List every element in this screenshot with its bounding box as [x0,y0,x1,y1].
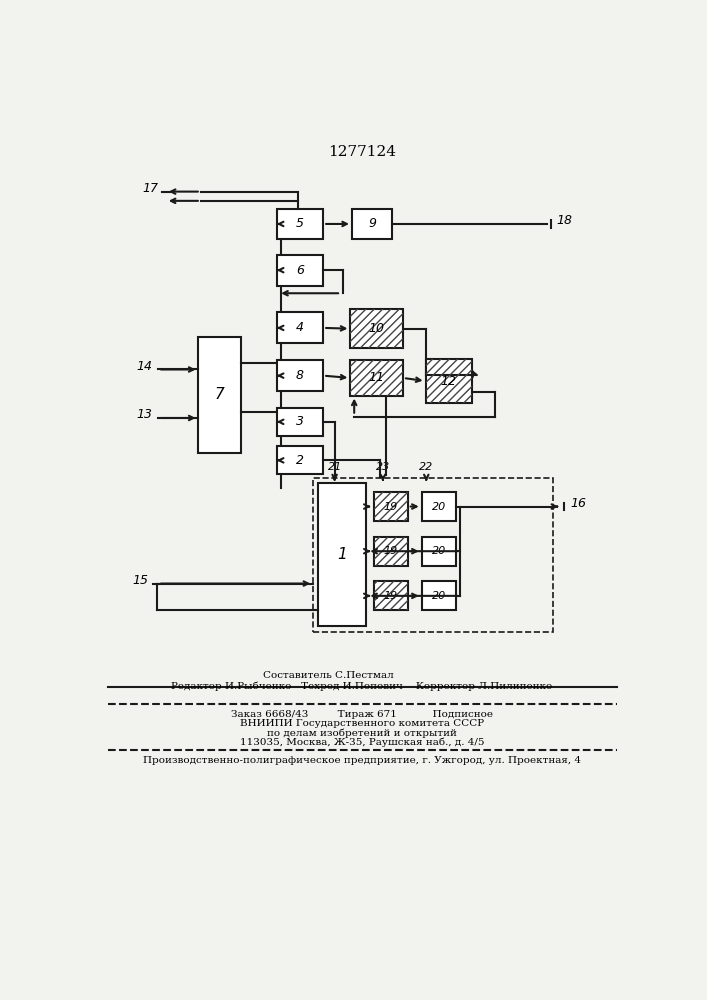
Bar [313,478,554,632]
Text: 18: 18 [556,214,573,227]
Bar [373,581,408,610]
Text: 21: 21 [327,462,341,472]
Bar [421,581,456,610]
Bar [351,360,403,396]
Text: 113035, Москва, Ж-35, Раушская наб., д. 4/5: 113035, Москва, Ж-35, Раушская наб., д. … [240,737,484,747]
Bar [351,309,403,348]
Text: Производственно-полиграфическое предприятие, г. Ужгород, ул. Проектная, 4: Производственно-полиграфическое предприя… [143,756,581,765]
Bar [373,492,408,521]
Text: 19: 19 [383,502,398,512]
Bar [373,537,408,566]
Text: 11: 11 [368,371,385,384]
Text: 1: 1 [337,547,346,562]
Text: 20: 20 [431,591,446,601]
Text: 8: 8 [296,369,304,382]
Text: по делам изобретений и открытий: по делам изобретений и открытий [267,728,457,738]
Bar [351,309,403,348]
Text: 6: 6 [296,264,304,277]
Text: 17: 17 [142,182,158,195]
Bar [276,360,323,391]
Text: 4: 4 [296,321,304,334]
Bar [199,337,241,453]
Text: 7: 7 [215,387,225,402]
Bar [426,359,472,403]
Bar [373,581,408,610]
Text: 1277124: 1277124 [328,145,396,159]
Bar [421,537,456,566]
Text: 15: 15 [133,574,149,587]
Bar [373,492,408,521]
Bar [276,408,323,436]
Text: 20: 20 [431,502,446,512]
Bar [351,360,403,396]
Text: 5: 5 [296,217,304,230]
Text: 3: 3 [296,415,304,428]
Bar [352,209,392,239]
Bar [276,209,323,239]
Text: 9: 9 [368,217,376,230]
Text: 20: 20 [431,546,446,556]
Text: 14: 14 [136,360,152,373]
Text: 13: 13 [136,408,152,421]
Bar [276,446,323,474]
Bar [426,359,472,403]
Text: ВНИИПИ Государственного комитета СССР: ВНИИПИ Государственного комитета СССР [240,719,484,728]
Text: 16: 16 [571,497,586,510]
Text: 19: 19 [383,591,398,601]
Bar [317,483,366,626]
Bar [276,312,323,343]
Text: 12: 12 [440,375,457,388]
Text: 2: 2 [296,454,304,467]
Text: 22: 22 [419,462,433,472]
Text: Составитель С.Пестмал: Составитель С.Пестмал [263,671,394,680]
Text: Заказ 6668/43         Тираж 671           Подписное: Заказ 6668/43 Тираж 671 Подписное [231,710,493,719]
Text: 10: 10 [368,322,385,335]
Text: 23: 23 [375,462,390,472]
Text: 19: 19 [383,546,398,556]
Bar [373,537,408,566]
Bar [421,492,456,521]
Text: Редактор И.Рыбченко   Техред И.Попович    Корректор Л.Пилипенко: Редактор И.Рыбченко Техред И.Попович Кор… [171,681,553,691]
Bar [276,255,323,286]
